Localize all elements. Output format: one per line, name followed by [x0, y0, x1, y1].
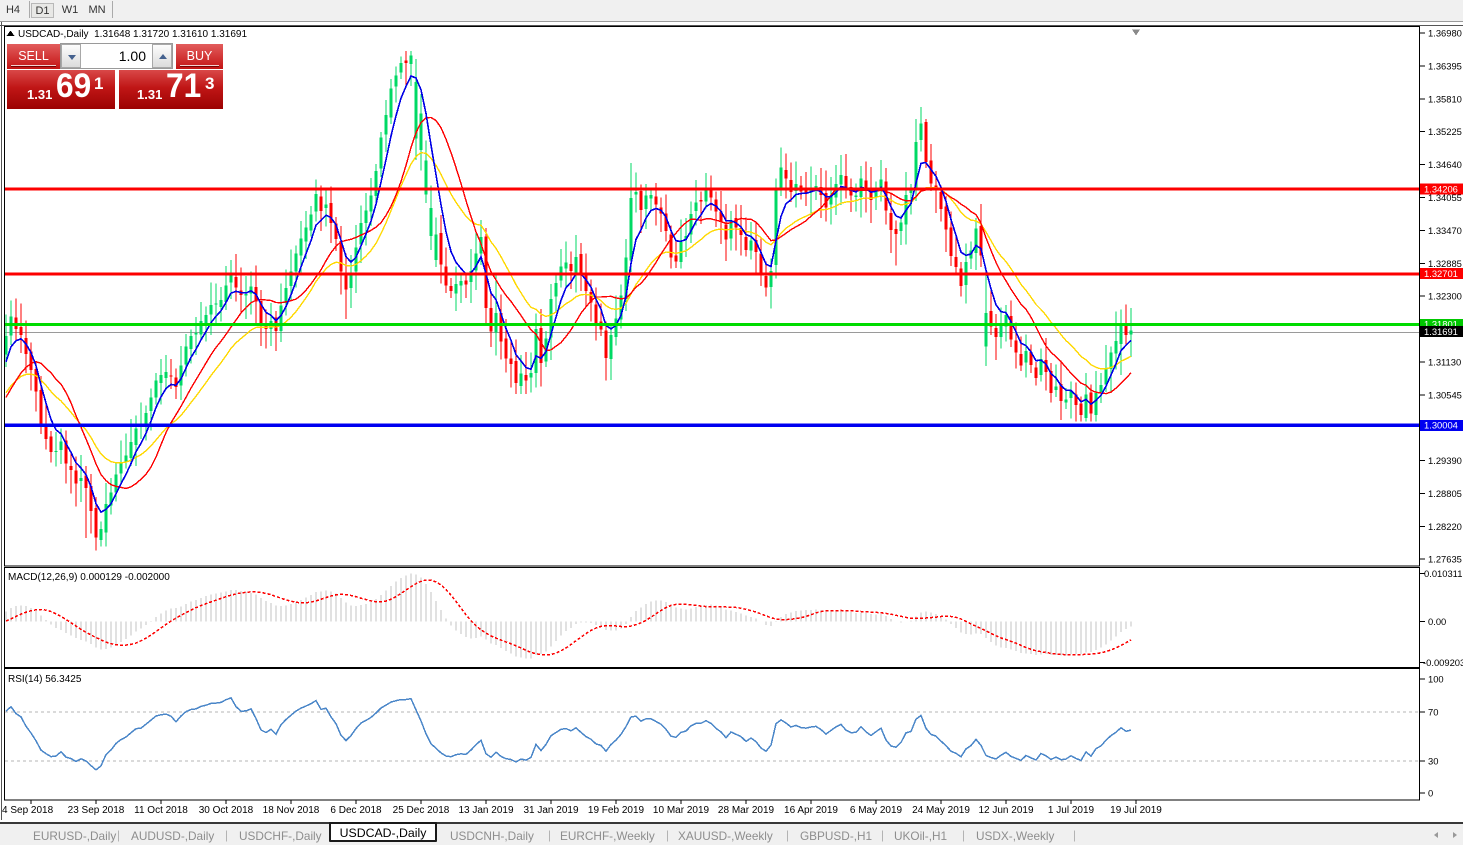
svg-text:0.010311: 0.010311	[1424, 568, 1462, 579]
svg-text:1.35225: 1.35225	[1428, 126, 1462, 137]
svg-text:6 May 2019: 6 May 2019	[850, 805, 903, 816]
svg-text:16 Apr 2019: 16 Apr 2019	[784, 805, 838, 816]
svg-text:1.32300: 1.32300	[1428, 291, 1462, 302]
svg-text:1.30545: 1.30545	[1428, 389, 1462, 400]
svg-text:31 Jan 2019: 31 Jan 2019	[523, 805, 578, 816]
svg-text:100: 100	[1428, 674, 1444, 685]
svg-text:1.36395: 1.36395	[1428, 61, 1462, 72]
svg-text:23 Sep 2018: 23 Sep 2018	[68, 805, 125, 816]
svg-text:1.33470: 1.33470	[1428, 225, 1462, 236]
svg-text:1.34640: 1.34640	[1428, 159, 1462, 170]
svg-text:24 May 2019: 24 May 2019	[912, 805, 970, 816]
svg-text:11 Oct 2018: 11 Oct 2018	[134, 805, 188, 816]
svg-text:18 Nov 2018: 18 Nov 2018	[263, 805, 320, 816]
svg-text:1.27635: 1.27635	[1428, 554, 1462, 565]
svg-text:1.31801: 1.31801	[1424, 319, 1458, 330]
svg-text:1.28805: 1.28805	[1428, 488, 1462, 499]
svg-text:1.31130: 1.31130	[1428, 356, 1461, 367]
svg-text:4 Sep 2018: 4 Sep 2018	[2, 805, 54, 816]
svg-text:1.31691: 1.31691	[1424, 326, 1458, 337]
svg-text:12 Jun 2019: 12 Jun 2019	[978, 805, 1033, 816]
svg-text:1.32885: 1.32885	[1428, 258, 1462, 269]
svg-text:0.00: 0.00	[1428, 616, 1446, 627]
svg-text:USDCAD-,Daily 1.31648 1.31720: USDCAD-,Daily 1.31648 1.31720 1.31610 1.…	[18, 29, 247, 40]
svg-text:1.30004: 1.30004	[1424, 420, 1458, 431]
svg-text:MACD(12,26,9) 0.000129 -0.0020: MACD(12,26,9) 0.000129 -0.002000	[8, 572, 170, 583]
svg-text:-0.009203: -0.009203	[1423, 657, 1463, 668]
svg-text:1.28220: 1.28220	[1428, 521, 1462, 532]
svg-text:1.29390: 1.29390	[1428, 455, 1462, 466]
svg-text:1.34055: 1.34055	[1428, 192, 1462, 203]
svg-text:70: 70	[1428, 707, 1438, 718]
svg-text:RSI(14) 56.3425: RSI(14) 56.3425	[8, 674, 82, 685]
svg-text:1.36980: 1.36980	[1428, 28, 1462, 39]
svg-text:19 Jul 2019: 19 Jul 2019	[1110, 805, 1162, 816]
svg-text:6 Dec 2018: 6 Dec 2018	[330, 805, 382, 816]
svg-text:13 Jan 2019: 13 Jan 2019	[458, 805, 513, 816]
svg-text:1.35810: 1.35810	[1428, 93, 1462, 104]
svg-text:1.32701: 1.32701	[1424, 268, 1458, 279]
svg-text:19 Feb 2019: 19 Feb 2019	[588, 805, 645, 816]
svg-text:1.34206: 1.34206	[1424, 183, 1458, 194]
svg-text:30: 30	[1428, 756, 1438, 767]
svg-text:28 Mar 2019: 28 Mar 2019	[718, 805, 775, 816]
svg-text:0: 0	[1428, 788, 1433, 799]
svg-text:25 Dec 2018: 25 Dec 2018	[393, 805, 450, 816]
svg-text:10 Mar 2019: 10 Mar 2019	[653, 805, 710, 816]
svg-text:1 Jul 2019: 1 Jul 2019	[1048, 805, 1095, 816]
svg-text:30 Oct 2018: 30 Oct 2018	[199, 805, 254, 816]
